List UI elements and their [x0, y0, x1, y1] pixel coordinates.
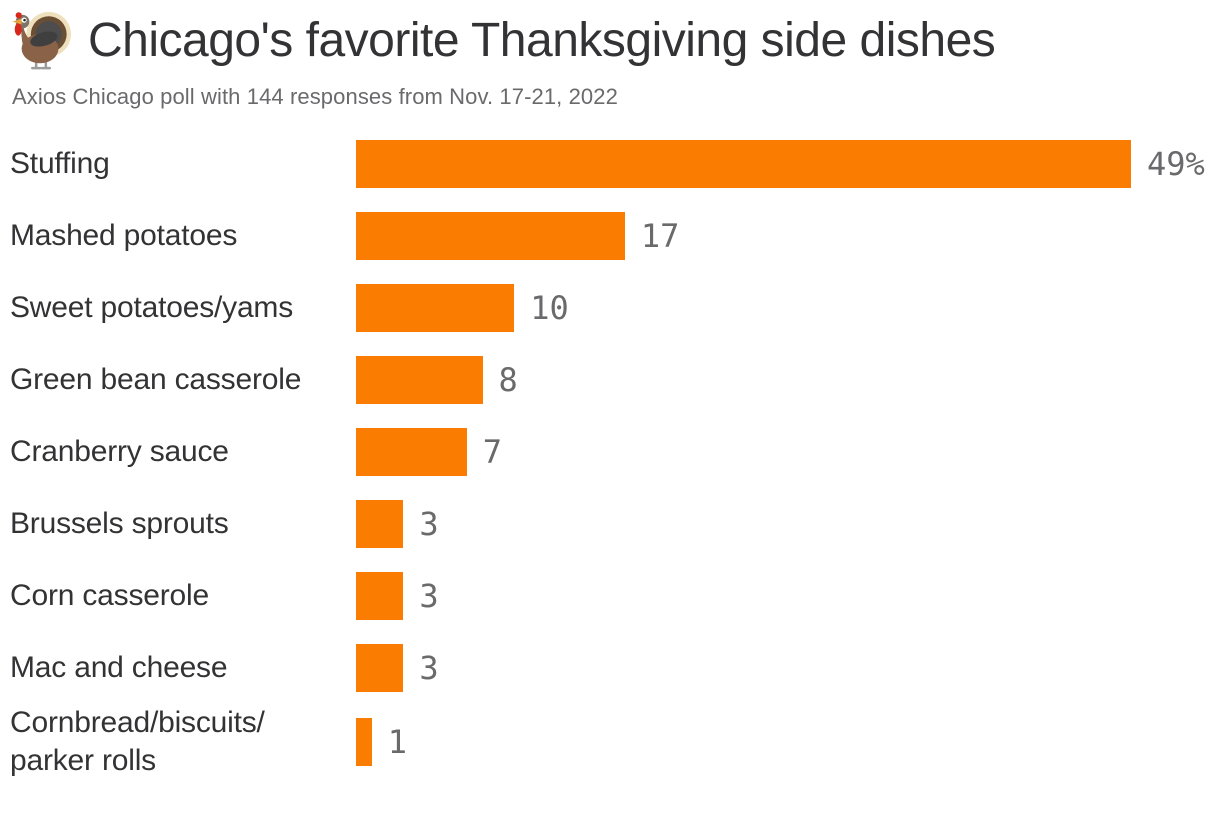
category-label: Stuffing: [10, 147, 110, 181]
chart-row: Green bean casserole 8: [10, 344, 1220, 416]
bar: [356, 717, 372, 766]
value-label: 17: [640, 217, 680, 255]
bar-track: 1: [356, 717, 1220, 766]
category-label: Corn casserole: [10, 579, 209, 613]
chart-row: Stuffing 49%: [10, 128, 1220, 200]
value-label: 1: [387, 722, 408, 761]
chart-row: Mac and cheese 3: [10, 632, 1220, 704]
bar: [356, 428, 467, 476]
value-label: 49%: [1147, 145, 1205, 183]
chart-row: Cornbread/biscuits/ parker rolls 1: [10, 704, 1220, 779]
title-row: Chicago's favorite Thanksgiving side dis…: [10, 8, 1220, 72]
chart-subtitle: Axios Chicago poll with 144 responses fr…: [12, 84, 618, 109]
bar: [356, 500, 404, 548]
bar: [356, 212, 625, 260]
chart-header: Chicago's favorite Thanksgiving side dis…: [10, 8, 1220, 110]
bar: [356, 140, 1131, 188]
category-label: Cranberry sauce: [10, 435, 229, 469]
value-label: 10: [530, 289, 569, 327]
bar-track: 17: [356, 212, 1220, 260]
turkey-emoji-icon: [10, 9, 72, 71]
category-label: Mac and cheese: [10, 651, 228, 685]
bar: [356, 284, 515, 332]
chart-card: Chicago's favorite Thanksgiving side dis…: [10, 8, 1220, 779]
bar: [356, 644, 404, 692]
chart-row: Cranberry sauce 7: [10, 416, 1220, 488]
chart-title: Chicago's favorite Thanksgiving side dis…: [88, 13, 996, 67]
category-label: Mashed potatoes: [10, 219, 238, 253]
bar: [356, 356, 483, 404]
bar-track: 3: [356, 644, 1220, 692]
category-label: Green bean casserole: [10, 363, 302, 397]
category-label: Brussels sprouts: [10, 507, 229, 541]
value-label: 3: [419, 649, 439, 687]
category-label: Cornbread/biscuits/ parker rolls: [10, 706, 265, 777]
value-label: 3: [419, 505, 439, 543]
bar-chart: Stuffing 49% Mashed potatoes 17 Sweet po…: [10, 128, 1220, 779]
bar-track: 3: [356, 500, 1220, 548]
chart-row: Mashed potatoes 17: [10, 200, 1220, 272]
value-label: 3: [419, 577, 439, 615]
bar-track: 10: [356, 284, 1220, 332]
value-label: 8: [498, 361, 518, 399]
value-label: 7: [482, 433, 502, 471]
bar-track: 49%: [356, 140, 1220, 188]
bar-track: 3: [356, 572, 1220, 620]
category-label: Sweet potatoes/yams: [10, 291, 294, 325]
chart-row: Sweet potatoes/yams 10: [10, 272, 1220, 344]
chart-row: Corn casserole 3: [10, 560, 1220, 632]
bar-track: 8: [356, 356, 1220, 404]
bar: [356, 572, 404, 620]
bar-track: 7: [356, 428, 1220, 476]
chart-row: Brussels sprouts 3: [10, 488, 1220, 560]
